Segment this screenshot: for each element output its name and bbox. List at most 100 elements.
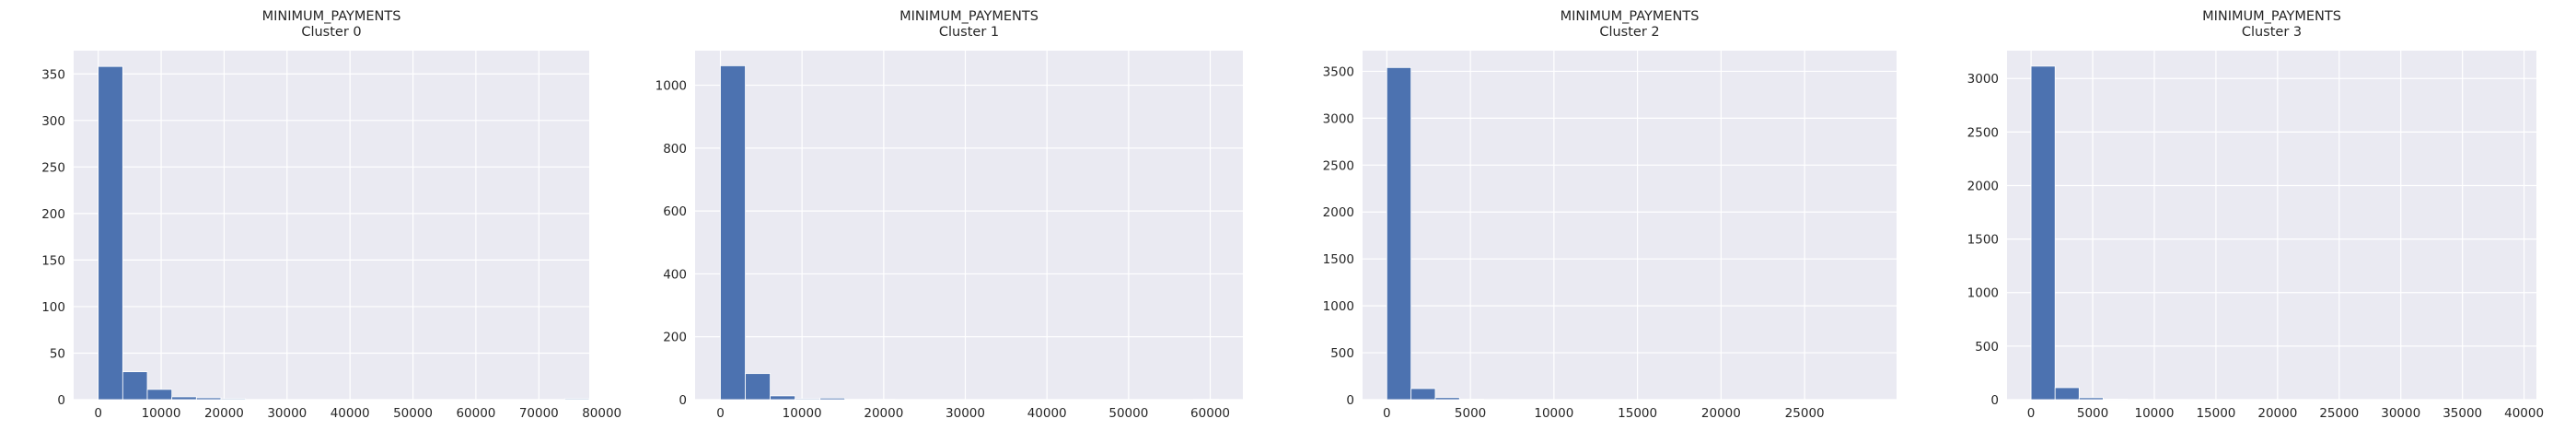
histogram-bar <box>1192 399 1219 401</box>
x-tick-label: 5000 <box>2077 406 2108 421</box>
y-tick-label: 400 <box>663 267 687 282</box>
x-tick-label: 40000 <box>2504 406 2544 421</box>
x-tick-label: 20000 <box>1701 406 1741 421</box>
x-tick-label: 50000 <box>393 406 433 421</box>
histogram-bar <box>2103 399 2128 401</box>
y-tick-label: 1000 <box>1967 286 1999 301</box>
plot-area <box>2007 51 2536 400</box>
chart-panel-0: 0 10000 20000 30000 40000 50000 60000 70000 8000… <box>41 9 621 421</box>
y-tick-label: 250 <box>41 160 65 175</box>
y-tick-label: 0 <box>679 393 687 408</box>
x-tick-label: 10000 <box>783 406 822 421</box>
histogram-bar <box>745 373 771 401</box>
y-tick-label: 1500 <box>1323 252 1354 267</box>
histogram-bar <box>2030 65 2056 401</box>
histogram-bar <box>195 397 222 401</box>
x-tick-label: 35000 <box>2443 406 2482 421</box>
y-tick-label: 3000 <box>1967 72 1999 87</box>
chart-title: MINIMUM_PAYMENTS <box>1561 9 1700 24</box>
x-tick-label: 40000 <box>1027 406 1067 421</box>
y-tick-label: 200 <box>663 331 687 345</box>
histogram-bar <box>1507 399 1533 401</box>
x-tick-label: 0 <box>2027 406 2036 421</box>
y-tick-label: 100 <box>41 300 65 315</box>
plot-area <box>74 51 589 400</box>
chart-subtitle: Cluster 0 <box>301 25 361 40</box>
y-tick-label: 500 <box>1330 346 1354 361</box>
y-tick-label: 1500 <box>1967 233 1999 248</box>
x-tick-label: 70000 <box>519 406 559 421</box>
x-tick-label: 10000 <box>1534 406 1573 421</box>
histogram-bar <box>795 398 821 401</box>
y-tick-label: 3500 <box>1323 64 1354 79</box>
plot-area <box>695 51 1243 400</box>
histogram-bar <box>720 64 746 401</box>
y-tick-label: 150 <box>41 253 65 268</box>
chart-subtitle: Cluster 2 <box>1599 25 1659 40</box>
x-tick-label: 15000 <box>2196 406 2235 421</box>
x-tick-label: 15000 <box>1618 406 1657 421</box>
chart-title: MINIMUM_PAYMENTS <box>899 9 1039 24</box>
x-tick-label: 30000 <box>946 406 985 421</box>
y-tick-label: 2000 <box>1967 179 1999 193</box>
histogram-bar <box>1410 388 1436 401</box>
x-tick-label: 5000 <box>1455 406 1486 421</box>
histogram-bar <box>220 398 247 401</box>
histogram-bar <box>770 395 796 401</box>
x-tick-label: 40000 <box>331 406 370 421</box>
y-tick-label: 200 <box>41 207 65 222</box>
x-tick-label: 20000 <box>204 406 244 421</box>
histogram-bar <box>2151 399 2176 401</box>
chart-panel-3: 0 5000 10000 15000 20000 25000 30000 35000 40000… <box>1967 9 2544 421</box>
y-tick-label: 0 <box>57 393 65 408</box>
histogram-bar <box>1847 399 1873 401</box>
x-tick-label: 60000 <box>456 406 495 421</box>
histogram-bar <box>1386 66 1412 401</box>
chart-title: MINIMUM_PAYMENTS <box>262 9 401 24</box>
x-tick-label: 50000 <box>1108 406 1148 421</box>
x-tick-label: 0 <box>94 406 102 421</box>
y-tick-label: 300 <box>41 114 65 129</box>
histogram-bar <box>1434 397 1460 401</box>
histogram-bar <box>2054 387 2080 401</box>
y-tick-label: 0 <box>1990 393 1999 408</box>
x-tick-label: 30000 <box>2381 406 2420 421</box>
x-tick-label: 20000 <box>864 406 903 421</box>
histogram-bar <box>819 397 846 401</box>
plot-area <box>1363 51 1897 400</box>
histogram-bar <box>98 65 123 401</box>
y-tick-label: 2500 <box>1323 158 1354 173</box>
histogram-bar <box>1458 399 1485 401</box>
y-tick-label: 1000 <box>656 79 687 94</box>
x-tick-label: 10000 <box>2135 406 2175 421</box>
chart-subtitle: Cluster 3 <box>2242 25 2302 40</box>
histogram-bar <box>171 396 197 401</box>
y-tick-label: 800 <box>663 142 687 157</box>
y-tick-label: 50 <box>50 346 65 361</box>
histogram-bar <box>2487 399 2512 401</box>
x-tick-label: 30000 <box>267 406 307 421</box>
y-tick-label: 350 <box>41 67 65 82</box>
x-tick-label: 0 <box>716 406 725 421</box>
histogram-bar <box>869 399 896 401</box>
y-tick-label: 3000 <box>1323 111 1354 126</box>
x-tick-label: 60000 <box>1190 406 1230 421</box>
histogram-bar <box>563 398 590 401</box>
y-tick-label: 500 <box>1975 340 1999 355</box>
y-tick-label: 0 <box>1346 393 1354 408</box>
x-tick-label: 25000 <box>2319 406 2359 421</box>
y-tick-label: 600 <box>663 204 687 219</box>
histogram-bar <box>2127 399 2152 401</box>
histogram-bar <box>146 389 173 401</box>
histogram-bar <box>122 371 148 401</box>
histogram-bar <box>2078 397 2104 401</box>
histogram-bar <box>844 399 871 401</box>
x-tick-label: 10000 <box>142 406 181 421</box>
x-tick-label: 0 <box>1383 406 1391 421</box>
y-tick-label: 1000 <box>1323 299 1354 314</box>
y-tick-label: 2000 <box>1323 205 1354 220</box>
x-tick-label: 25000 <box>1785 406 1825 421</box>
chart-title: MINIMUM_PAYMENTS <box>2202 9 2341 24</box>
